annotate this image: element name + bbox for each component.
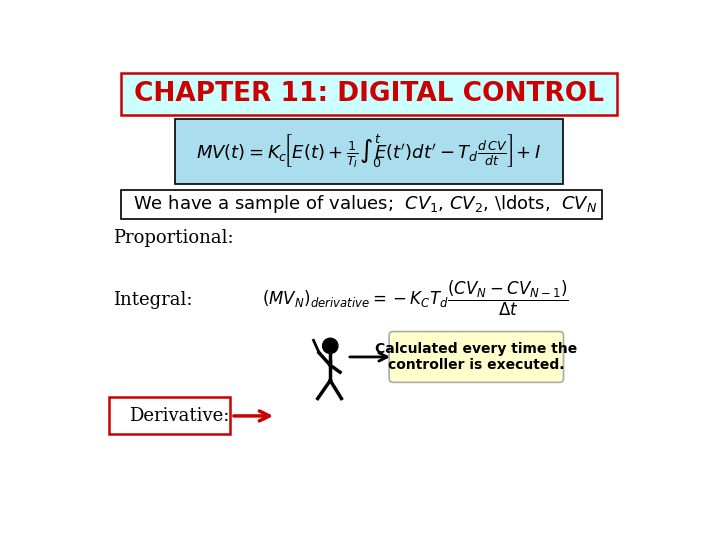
FancyBboxPatch shape <box>389 332 564 382</box>
Text: $(MV_N)_{derivative} = -K_C T_d \dfrac{(CV_N - CV_{N-1})}{\Delta t}$: $(MV_N)_{derivative} = -K_C T_d \dfrac{(… <box>262 279 569 318</box>
Text: Calculated every time the
controller is executed.: Calculated every time the controller is … <box>375 342 577 372</box>
FancyBboxPatch shape <box>121 72 617 115</box>
Circle shape <box>323 338 338 354</box>
FancyBboxPatch shape <box>109 397 230 434</box>
Text: Integral:: Integral: <box>113 291 193 309</box>
Text: Derivative:: Derivative: <box>129 407 229 425</box>
FancyBboxPatch shape <box>175 119 563 184</box>
Text: Proportional:: Proportional: <box>113 229 234 247</box>
Text: CHAPTER 11: DIGITAL CONTROL: CHAPTER 11: DIGITAL CONTROL <box>134 81 604 107</box>
Text: $MV(t) = K_c\!\left[E(t) + \frac{1}{T_I}\int_0^t\!\!E(t')dt' - T_d\frac{d\,CV}{d: $MV(t) = K_c\!\left[E(t) + \frac{1}{T_I}… <box>197 133 541 171</box>
Text: We have a sample of values;  $CV_1$, $CV_2$, \ldots,  $CV_N$: We have a sample of values; $CV_1$, $CV_… <box>132 193 597 215</box>
FancyBboxPatch shape <box>121 190 601 219</box>
